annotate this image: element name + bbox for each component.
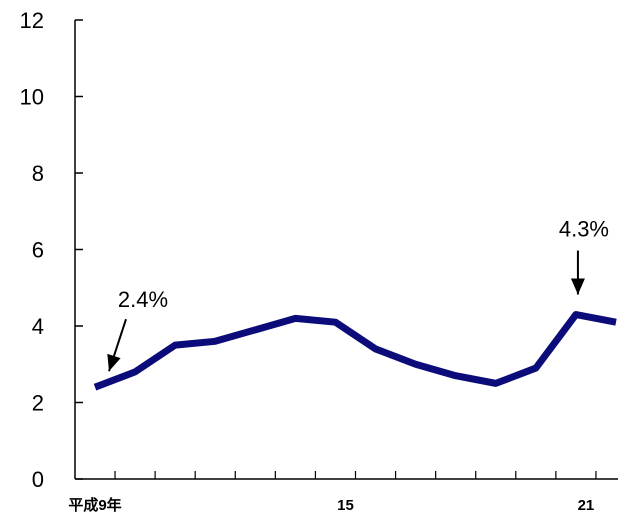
y-tick-label: 0 (32, 467, 44, 492)
y-tick-marks (75, 19, 83, 480)
annotation-label: 2.4% (118, 287, 168, 312)
y-tick-label: 10 (20, 85, 44, 110)
annotation-label: 4.3% (559, 217, 609, 242)
annotation-layer: 2.4% 4.3% (107, 217, 609, 372)
y-tick-label: 8 (32, 161, 44, 186)
y-tick-label: 4 (32, 314, 44, 339)
y-tick-label: 6 (32, 238, 44, 263)
y-tick-labels: 0 2 4 6 8 10 12 (20, 8, 44, 492)
x-tick-label: 21 (578, 497, 595, 514)
x-tick-label: 15 (337, 497, 354, 514)
series-layer (93, 311, 617, 391)
y-tick-label: 12 (20, 8, 44, 33)
x-tick-labels: 平成9年 15 21 (68, 496, 594, 514)
x-tick-label: 平成9年 (68, 496, 121, 514)
annotation-arrow-head (570, 278, 585, 295)
x-tick-marks (114, 471, 597, 479)
annotation-arrow-head (107, 353, 121, 372)
series-line (93, 311, 617, 391)
y-tick-label: 2 (32, 391, 44, 416)
